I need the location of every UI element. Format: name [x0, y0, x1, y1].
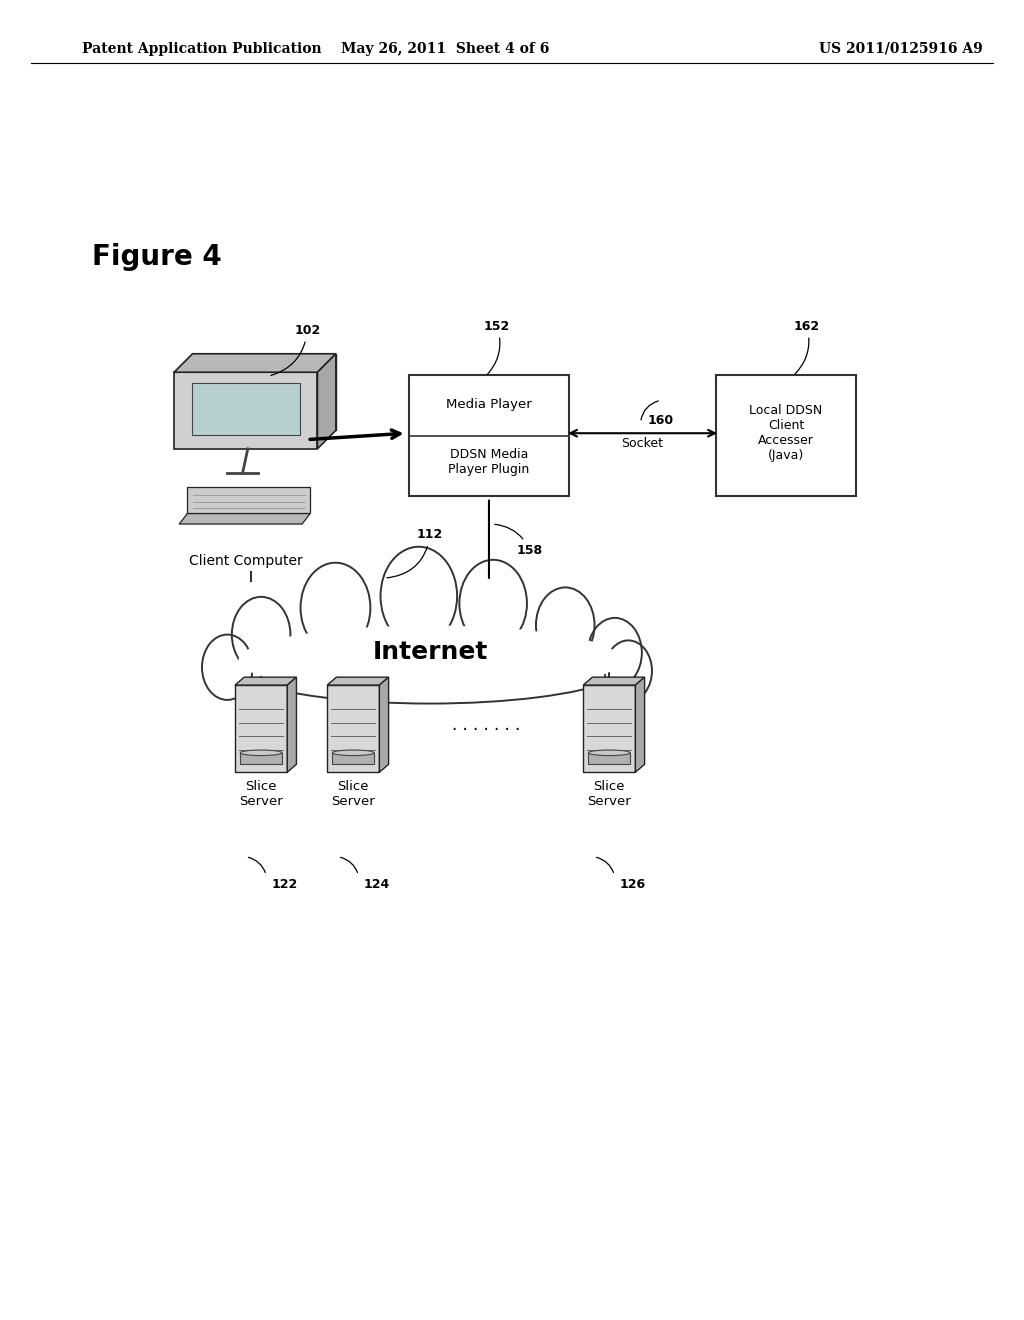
Text: Media Player: Media Player [446, 399, 531, 412]
Polygon shape [187, 487, 310, 513]
Circle shape [231, 597, 291, 672]
Text: Figure 4: Figure 4 [92, 243, 222, 272]
Text: 124: 124 [364, 878, 390, 891]
Polygon shape [317, 354, 336, 449]
Polygon shape [236, 685, 287, 772]
Text: 126: 126 [620, 878, 646, 891]
Polygon shape [174, 372, 317, 449]
FancyBboxPatch shape [409, 375, 569, 496]
Text: 152: 152 [483, 319, 510, 374]
Polygon shape [193, 354, 336, 430]
Circle shape [536, 587, 595, 663]
Polygon shape [584, 677, 645, 685]
Polygon shape [635, 677, 645, 772]
Text: 162: 162 [794, 319, 820, 375]
Text: Patent Application Publication: Patent Application Publication [82, 42, 322, 55]
Ellipse shape [333, 750, 374, 755]
Polygon shape [287, 677, 297, 772]
Text: Slice
Server: Slice Server [588, 780, 631, 808]
Circle shape [588, 618, 642, 688]
Text: Local DDSN
Client
Accesser
(Java): Local DDSN Client Accesser (Java) [750, 404, 822, 462]
Circle shape [460, 560, 527, 647]
Ellipse shape [589, 750, 630, 755]
Polygon shape [327, 677, 389, 685]
Polygon shape [193, 383, 299, 436]
Text: Internet: Internet [373, 640, 487, 664]
Ellipse shape [241, 750, 282, 755]
Text: DDSN Media
Player Plugin: DDSN Media Player Plugin [449, 447, 529, 475]
Text: . . . . . . .: . . . . . . . [453, 715, 520, 734]
Text: 160: 160 [647, 413, 674, 426]
Text: Slice
Server: Slice Server [332, 780, 375, 808]
Text: May 26, 2011  Sheet 4 of 6: May 26, 2011 Sheet 4 of 6 [341, 42, 550, 55]
Polygon shape [174, 354, 336, 372]
Text: 158: 158 [495, 524, 543, 557]
Text: US 2011/0125916 A9: US 2011/0125916 A9 [819, 42, 983, 55]
Circle shape [604, 640, 652, 701]
Ellipse shape [221, 616, 639, 704]
Text: Client Computer: Client Computer [188, 554, 303, 568]
Ellipse shape [239, 626, 622, 694]
Ellipse shape [216, 609, 644, 710]
Polygon shape [589, 752, 630, 764]
Text: 122: 122 [271, 878, 298, 891]
Polygon shape [584, 685, 635, 772]
Circle shape [381, 546, 457, 645]
Polygon shape [179, 513, 310, 524]
Circle shape [301, 562, 371, 653]
Circle shape [202, 635, 253, 700]
Text: 102: 102 [271, 323, 321, 375]
FancyBboxPatch shape [716, 375, 856, 496]
Polygon shape [236, 677, 297, 685]
Text: Socket: Socket [622, 437, 664, 450]
Polygon shape [241, 752, 282, 764]
Polygon shape [379, 677, 389, 772]
Text: Slice
Server: Slice Server [240, 780, 283, 808]
Polygon shape [327, 685, 379, 772]
Text: 112: 112 [387, 528, 443, 578]
Polygon shape [333, 752, 374, 764]
